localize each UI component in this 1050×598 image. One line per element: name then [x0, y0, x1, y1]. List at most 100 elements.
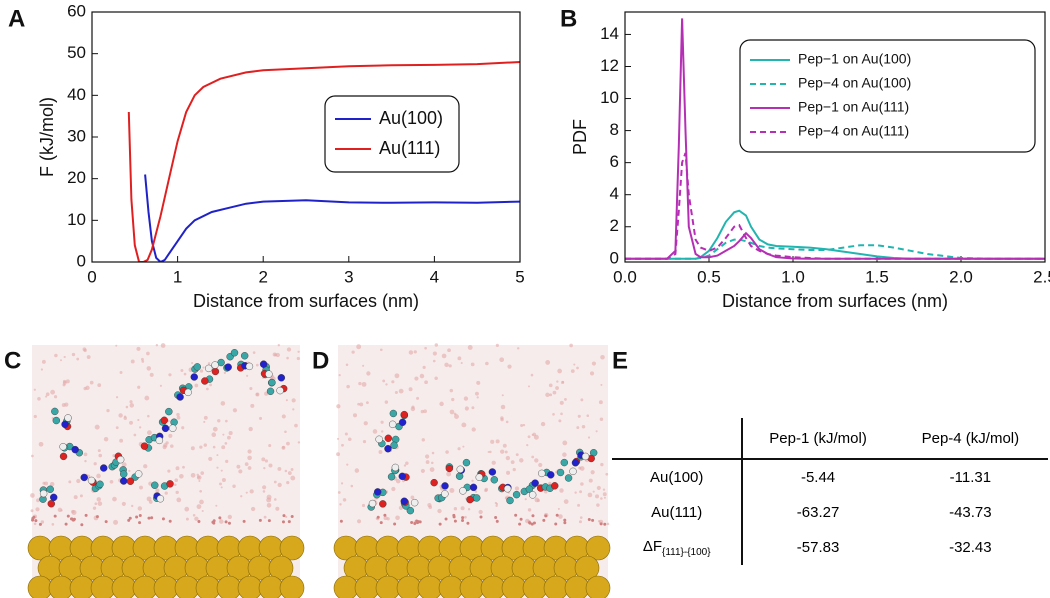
water — [201, 509, 204, 513]
ion — [530, 522, 534, 526]
water — [600, 354, 605, 360]
water — [507, 364, 512, 369]
water — [227, 435, 231, 440]
peptide-atom — [462, 458, 471, 467]
peptide-atom — [445, 464, 454, 473]
water — [487, 450, 490, 453]
gold-atom — [48, 575, 74, 598]
cell: -57.83 — [741, 530, 892, 565]
water — [531, 455, 535, 459]
water — [220, 469, 223, 472]
y-tick-label: 40 — [67, 85, 86, 104]
water — [453, 507, 458, 511]
water — [562, 452, 567, 457]
water — [221, 445, 226, 450]
peptide-atom — [39, 489, 48, 498]
water — [352, 413, 358, 418]
water — [560, 412, 563, 416]
water — [548, 481, 552, 486]
water — [180, 368, 184, 372]
water — [441, 353, 447, 359]
water — [560, 380, 565, 385]
water — [464, 515, 467, 519]
peptide-atom — [475, 473, 483, 481]
water — [580, 482, 584, 486]
water — [121, 501, 126, 506]
water — [534, 497, 540, 503]
water — [30, 493, 35, 498]
water — [38, 441, 44, 447]
water — [176, 415, 181, 420]
gold-atom — [480, 575, 506, 598]
water — [490, 439, 495, 444]
water — [425, 454, 430, 459]
cell: -32.43 — [949, 539, 992, 556]
peptide-atom — [100, 464, 108, 472]
water — [129, 400, 133, 404]
water — [463, 396, 469, 401]
water — [219, 519, 224, 524]
water — [45, 392, 50, 397]
y-axis-label: PDF — [570, 119, 590, 155]
peptide-atom — [266, 387, 275, 396]
water — [119, 438, 124, 443]
legend-box — [324, 95, 460, 173]
water — [408, 387, 413, 392]
gold-atom — [585, 575, 611, 598]
ion — [64, 522, 68, 526]
peptide-atom — [384, 445, 392, 453]
gold-atom — [417, 575, 443, 598]
water — [338, 373, 341, 377]
water — [277, 482, 282, 488]
y-tick-label: 4 — [610, 184, 619, 203]
water — [504, 496, 508, 500]
water — [500, 449, 505, 454]
water — [434, 376, 438, 381]
water — [589, 371, 595, 376]
ion — [379, 521, 383, 525]
ion — [461, 516, 465, 520]
y-tick-label: 6 — [610, 152, 619, 171]
water — [292, 408, 295, 411]
water — [79, 494, 83, 498]
gold-atom — [174, 575, 200, 598]
water — [140, 357, 144, 361]
water — [408, 350, 414, 355]
y-tick-label: 60 — [67, 1, 86, 20]
peptide-atom — [388, 420, 397, 429]
x-tick-label: 1.0 — [781, 267, 805, 286]
water — [185, 517, 189, 521]
water — [362, 364, 365, 367]
water — [587, 436, 591, 439]
peptide-atom — [389, 409, 398, 418]
water — [532, 432, 537, 437]
peptide-atom — [201, 377, 209, 385]
water — [247, 449, 252, 454]
water — [394, 373, 400, 379]
water — [520, 424, 524, 427]
peptide-atom — [265, 370, 273, 378]
y-tick-label: 12 — [600, 56, 619, 75]
water — [290, 468, 294, 471]
water — [403, 464, 407, 467]
gold-atom — [543, 575, 569, 598]
gold-atom — [564, 575, 590, 598]
peptide-atom — [391, 463, 400, 472]
water — [587, 492, 593, 498]
water — [538, 462, 543, 468]
row-label: ΔF{111}-{100} — [612, 538, 741, 558]
ion — [242, 519, 246, 523]
peptide-atom — [184, 388, 192, 397]
water — [577, 503, 581, 507]
water — [505, 455, 511, 461]
water — [447, 348, 451, 353]
water — [184, 506, 190, 512]
water — [174, 478, 179, 482]
gold-atom — [132, 575, 158, 598]
water — [460, 361, 463, 365]
peptide-atom — [52, 416, 61, 425]
gold-atom — [522, 575, 548, 598]
ion — [80, 523, 84, 527]
water — [552, 390, 557, 395]
water — [232, 408, 238, 413]
